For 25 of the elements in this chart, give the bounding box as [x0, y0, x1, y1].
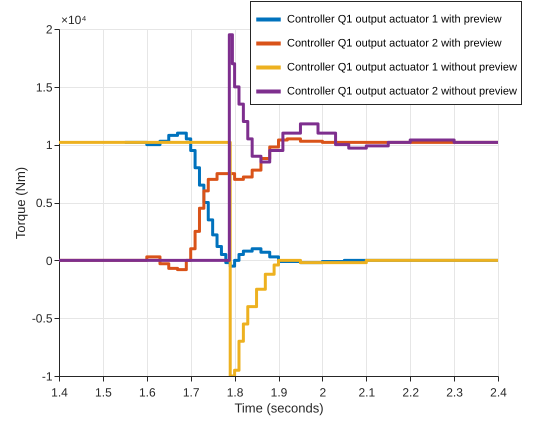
- y-axis-title: Torque (Nm): [12, 166, 28, 240]
- x-tick-label: 2.1: [358, 386, 376, 400]
- y-tick-label: 0: [46, 254, 53, 268]
- y-tick-label: 0.5: [36, 196, 53, 210]
- x-tick-label: 1.7: [182, 386, 200, 400]
- legend-label: Controller Q1 output actuator 1 without preview: [287, 62, 517, 74]
- x-tick-label: 1.4: [51, 386, 68, 400]
- x-tick-label: 1.8: [226, 386, 244, 400]
- x-tick-label: 2.2: [402, 386, 420, 400]
- x-tick-label: 2.3: [446, 386, 464, 400]
- y-tick-label: -1: [42, 370, 53, 384]
- legend-label: Controller Q1 output actuator 2 without preview: [287, 86, 517, 98]
- x-tick-label: 2: [320, 386, 327, 400]
- x-tick-label: 2.4: [490, 386, 508, 400]
- legend-label: Controller Q1 output actuator 2 with preview: [287, 38, 502, 50]
- x-tick-label: 1.6: [138, 386, 156, 400]
- y-tick-label: 1.5: [36, 80, 53, 94]
- y-tick-label: -0.5: [32, 312, 53, 326]
- text: ×10⁴: [61, 13, 87, 27]
- y-tick-label: 2: [46, 22, 53, 36]
- x-tick-label: 1.5: [95, 386, 112, 400]
- y-tick-label: 1: [46, 138, 53, 152]
- x-axis-title: Time (seconds): [234, 400, 324, 416]
- x-tick-label: 1.9: [270, 386, 288, 400]
- legend-label: Controller Q1 output actuator 1 with preview: [287, 14, 502, 26]
